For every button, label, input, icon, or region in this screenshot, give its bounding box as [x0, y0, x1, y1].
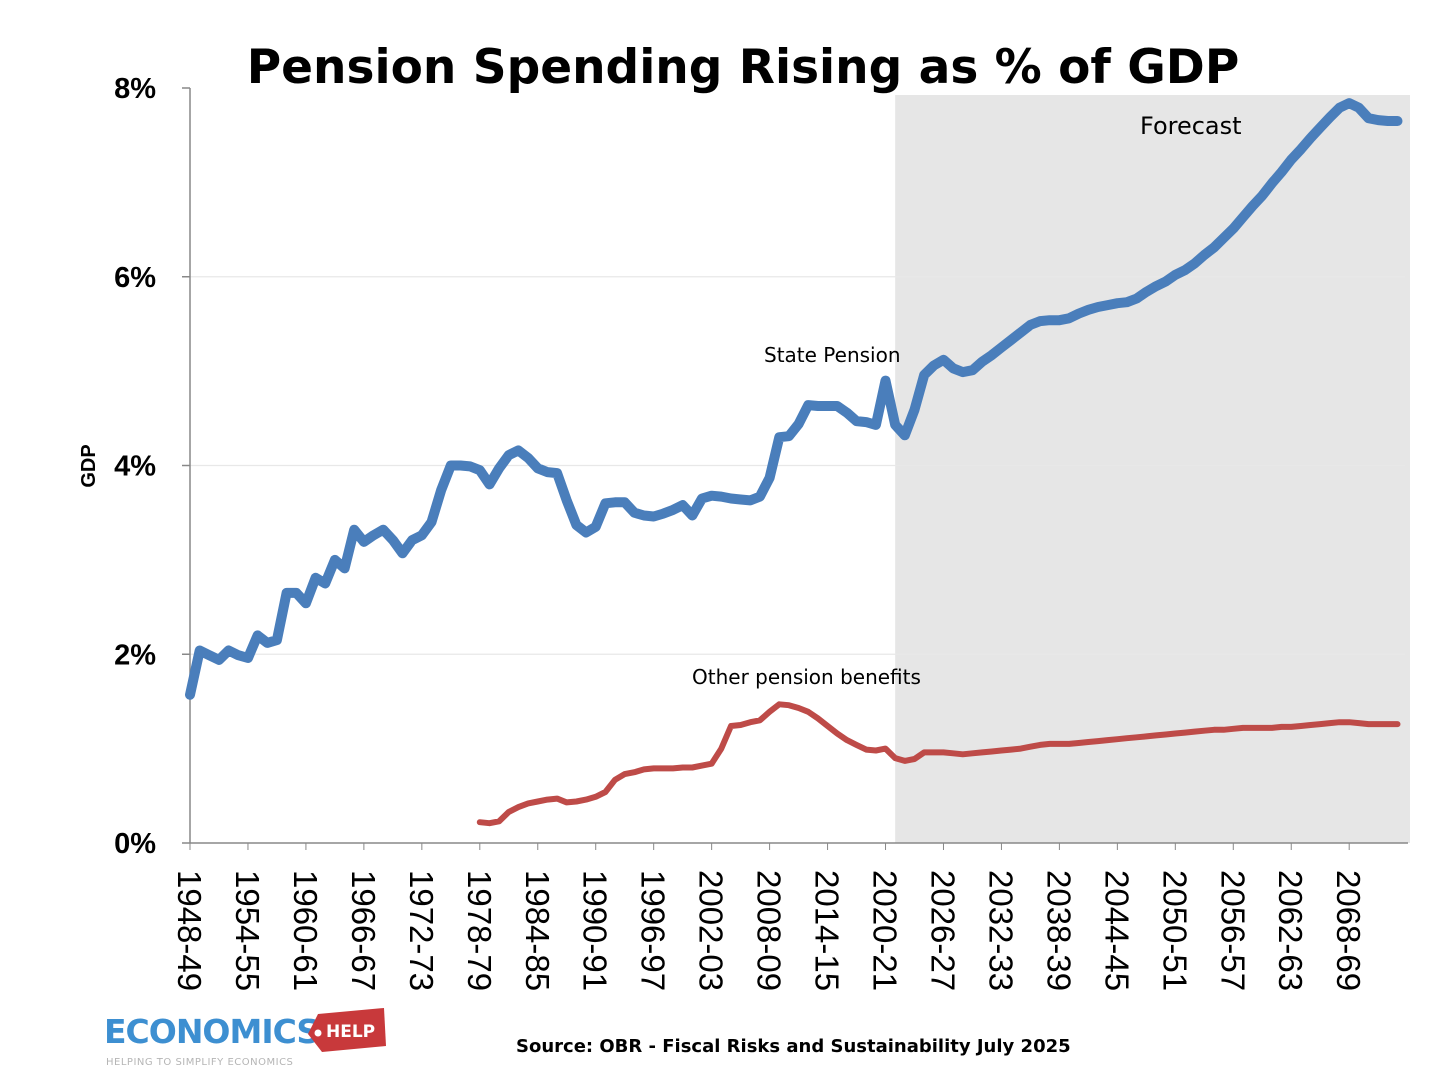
x-tick-label: 1966-67: [345, 870, 382, 991]
y-axis-label: GDP: [78, 444, 100, 487]
x-tick-label: 1990-91: [577, 870, 614, 991]
logo-tag-text: HELP: [326, 1022, 375, 1042]
source-note: Source: OBR - Fiscal Risks and Sustainab…: [516, 1036, 1071, 1057]
y-tick-label: 0%: [114, 828, 156, 860]
x-tick-label: 1954-55: [229, 870, 266, 991]
gridlines: [182, 87, 1405, 850]
x-tick-label: 2026-27: [924, 870, 961, 991]
other-pension-label: Other pension benefits: [692, 665, 921, 689]
x-tick-label: 2032-33: [982, 870, 1019, 991]
x-tick-label: 1960-61: [287, 870, 324, 991]
x-tick-labels: 1948-49 1954-55 1960-61 1966-67 1972-73 1978-…: [171, 870, 1367, 991]
x-tick-label: 1972-73: [403, 870, 440, 991]
x-tick-label: 2044-45: [1098, 870, 1135, 991]
logo-tagline: HELPING TO SIMPLIFY ECONOMICS: [106, 1057, 293, 1068]
x-tick-label: 1978-79: [461, 870, 498, 991]
y-tick-label: 2%: [114, 639, 156, 671]
chart-title: Pension Spending Rising as % of GDP: [247, 40, 1240, 95]
logo-tag-hole: [314, 1029, 322, 1037]
y-tick-labels: 0% 2% 4% 6% 8%: [114, 73, 156, 860]
x-tick-label: 1984-85: [519, 870, 556, 991]
economics-help-logo: ECONOMICS HELP HELPING TO SIMPLIFY ECONO…: [104, 1008, 386, 1068]
y-tick-label: 6%: [114, 262, 156, 294]
x-tick-label: 1996-97: [635, 870, 672, 991]
x-tick-label: 2068-69: [1330, 870, 1367, 991]
x-tick-label: 2056-57: [1214, 870, 1251, 991]
state-pension-line: [185, 98, 1403, 700]
x-tick-label: 1948-49: [171, 870, 208, 991]
logo-tag-shape: [308, 1008, 386, 1052]
series-lines: [185, 98, 1403, 827]
x-tick-label: 2062-63: [1272, 870, 1309, 991]
state-pension-label: State Pension: [764, 343, 901, 367]
other-pension-line: [476, 701, 1401, 827]
x-tick-label: 2002-03: [693, 870, 730, 991]
y-tick-label: 4%: [114, 451, 156, 483]
y-tick-label: 8%: [114, 73, 156, 105]
x-tick-label: 2014-15: [809, 870, 846, 991]
x-tick-label: 2050-51: [1156, 870, 1193, 991]
x-tick-label: 2008-09: [751, 870, 788, 991]
x-tick-label: 2038-39: [1040, 870, 1077, 991]
forecast-shaded-region: [895, 95, 1410, 843]
logo-wordmark: ECONOMICS: [104, 1012, 319, 1051]
forecast-label: Forecast: [1140, 112, 1242, 140]
x-tick-label: 2020-21: [867, 870, 904, 991]
